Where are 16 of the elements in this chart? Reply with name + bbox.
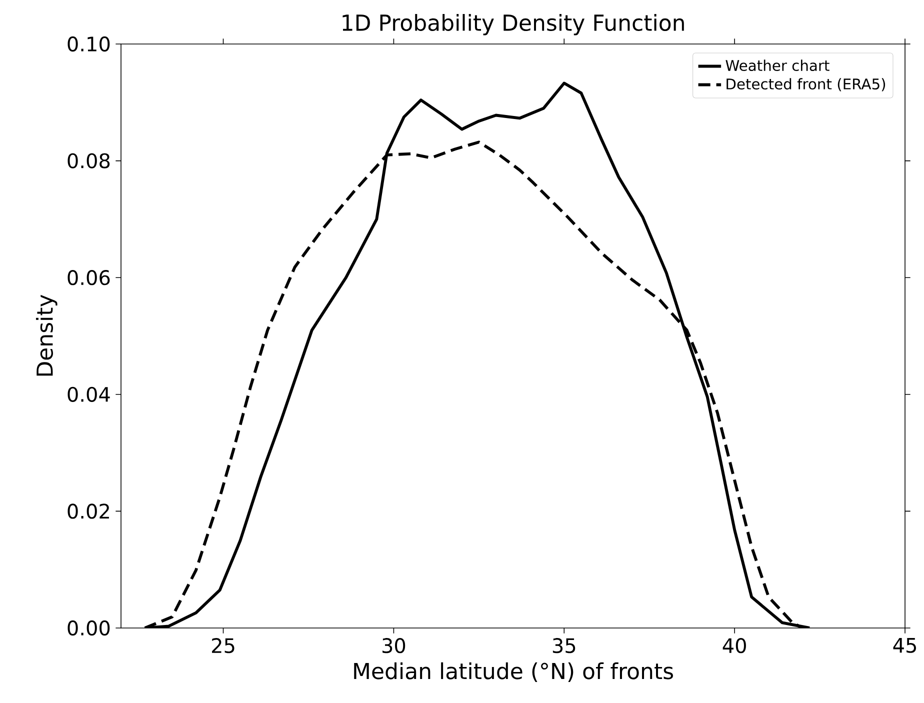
y-axis-title: Density [36, 294, 58, 376]
y-tick-label: 0.06 [68, 270, 110, 286]
legend-label: Weather chart [726, 60, 830, 72]
chart-title: 1D Probability Density Function [342, 14, 684, 36]
x-tick-label: 40 [722, 638, 746, 654]
x-axis-title: Median latitude (°N) of fronts [354, 662, 673, 682]
y-tick-label: 0.02 [68, 504, 109, 519]
x-tick-label: 30 [382, 638, 406, 654]
y-tick-label: 0.08 [68, 153, 110, 168]
y-tick-label: 0.10 [68, 36, 110, 52]
legend-label: Detected front (ERA5) [726, 78, 886, 92]
x-tick-label: 45 [893, 638, 916, 653]
y-tick-label: 0.04 [68, 386, 110, 402]
x-tick-label: 35 [552, 638, 576, 654]
y-tick-label: 0.00 [68, 620, 110, 636]
x-tick-label: 25 [212, 638, 234, 654]
